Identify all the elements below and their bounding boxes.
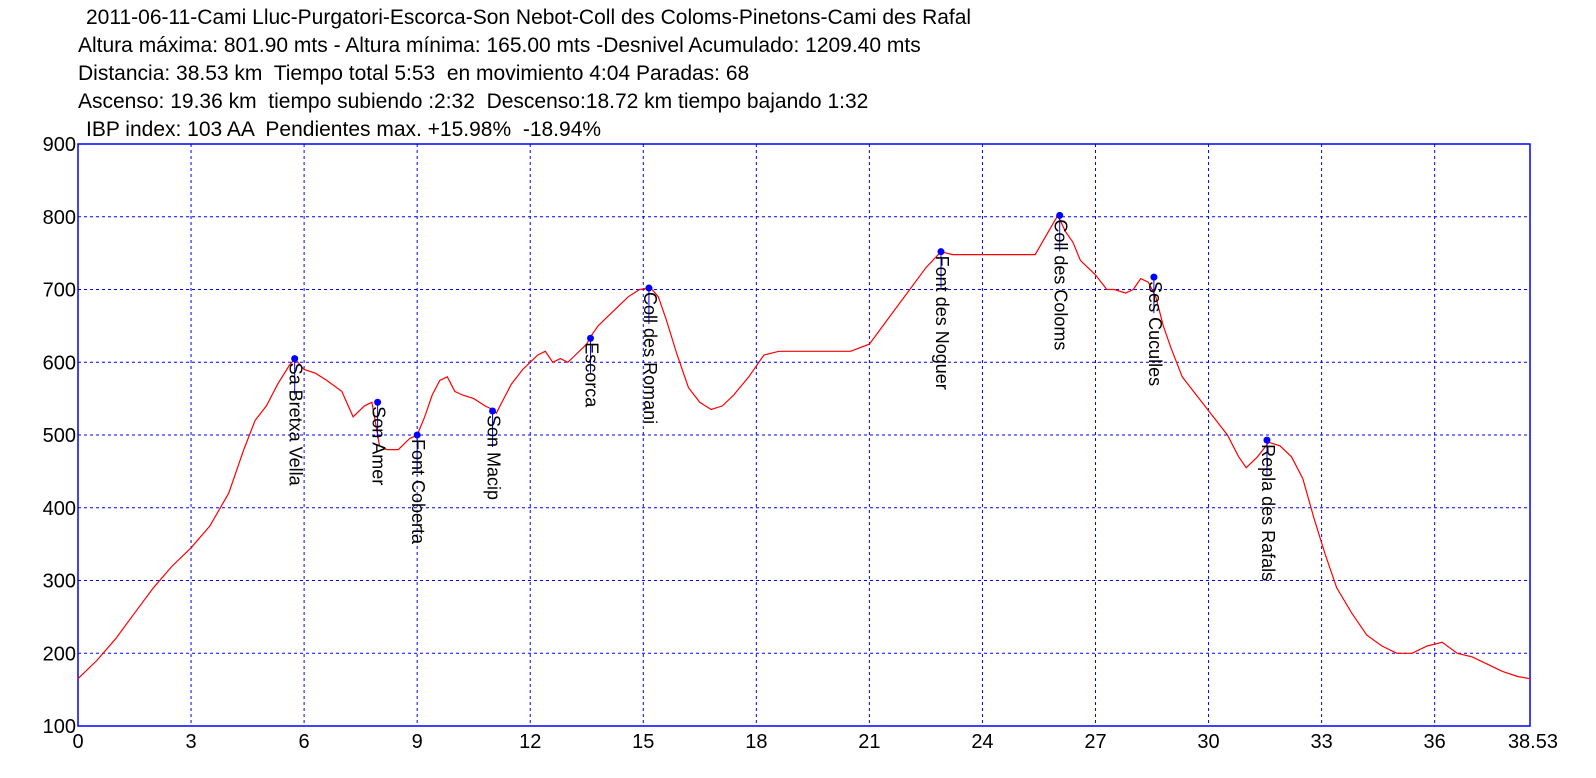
- x-tick-label: 30: [1197, 731, 1219, 753]
- waypoint: Escorca: [582, 334, 602, 408]
- y-tick-label: 300: [43, 571, 76, 593]
- waypoint-label: Coll des Romani: [640, 292, 660, 424]
- x-tick-label: 3: [185, 731, 196, 753]
- waypoint: Repla des Rafals: [1258, 436, 1278, 581]
- waypoint-label: Font des Noguer: [932, 256, 952, 390]
- stats-ibp-slopes: IBP index: 103 AA Pendientes max. +15.98…: [86, 118, 602, 141]
- stats-altitude: Altura máxima: 801.90 mts - Altura mínim…: [78, 34, 921, 57]
- x-tick-label: 33: [1310, 731, 1332, 753]
- waypoint-label: Escorca: [582, 342, 602, 408]
- waypoint-label: Sa Bretxa Vella: [286, 363, 306, 487]
- y-tick-label: 800: [43, 207, 76, 229]
- x-tick-label: 36: [1424, 731, 1446, 753]
- waypoint-label: Font Coberta: [408, 439, 428, 545]
- waypoint-dot: [413, 431, 421, 439]
- waypoint-dot: [937, 248, 945, 256]
- elevation-line: [77, 214, 1531, 680]
- x-tick-label: 38.53: [1508, 731, 1558, 753]
- y-tick-label: 100: [43, 716, 76, 738]
- x-tick-label: 18: [745, 731, 767, 753]
- y-tick-label: 500: [43, 425, 76, 447]
- waypoint: Ses Cuculles: [1145, 273, 1165, 386]
- x-tick-label: 27: [1084, 731, 1106, 753]
- waypoint: Son Amer: [369, 398, 389, 485]
- y-tick-label: 600: [43, 352, 76, 374]
- waypoint-dot: [1056, 211, 1064, 219]
- x-tick-label: 6: [299, 731, 310, 753]
- x-tick-label: 9: [412, 731, 423, 753]
- stats-distance-time: Distancia: 38.53 km Tiempo total 5:53 en…: [78, 62, 750, 85]
- x-tick-label: 21: [858, 731, 880, 753]
- waypoint-dot: [374, 398, 382, 406]
- waypoint: Font des Noguer: [932, 248, 952, 390]
- x-tick-label: 24: [971, 731, 993, 753]
- waypoint-markers: Sa Bretxa Vella Son Amer Font Coberta Son M…: [286, 211, 1278, 581]
- x-tick-label: 12: [519, 731, 541, 753]
- waypoint: Coll des Coloms: [1051, 211, 1071, 350]
- grid-layer: [78, 144, 1530, 726]
- waypoint-label: Son Macip: [484, 415, 504, 500]
- x-tick-label: 0: [72, 731, 83, 753]
- waypoint-label: Repla des Rafals: [1258, 444, 1278, 581]
- waypoint: Font Coberta: [408, 431, 428, 545]
- waypoint-label: Son Amer: [369, 406, 389, 485]
- chart-title: 2011-06-11-Cami Lluc-Purgatori-Escorca-S…: [86, 6, 972, 29]
- waypoint-label: Coll des Coloms: [1051, 219, 1071, 350]
- waypoint-dot: [291, 355, 299, 363]
- stats-ascent-descent: Ascenso: 19.36 km tiempo subiendo :2:32 …: [78, 90, 869, 113]
- y-tick-label: 200: [43, 643, 76, 665]
- y-tick-label: 700: [43, 280, 76, 302]
- waypoint-dot: [645, 284, 653, 292]
- waypoint-label: Ses Cuculles: [1145, 281, 1165, 386]
- waypoint: Son Macip: [484, 407, 504, 500]
- x-tick-label: 15: [632, 731, 654, 753]
- y-tick-label: 900: [43, 134, 76, 156]
- waypoint-dot: [1150, 273, 1158, 281]
- waypoint-dot: [1263, 436, 1271, 444]
- waypoint-dot: [587, 334, 595, 342]
- waypoint: Sa Bretxa Vella: [286, 355, 306, 487]
- plot-frame: [77, 143, 1531, 727]
- waypoint: Coll des Romani: [640, 284, 660, 424]
- tick-labels: 0 3 6 9 12 15 18 21 24 27 30 33 36 38.531002003004005…: [43, 134, 1558, 753]
- waypoint-dot: [489, 407, 497, 415]
- y-tick-label: 400: [43, 498, 76, 520]
